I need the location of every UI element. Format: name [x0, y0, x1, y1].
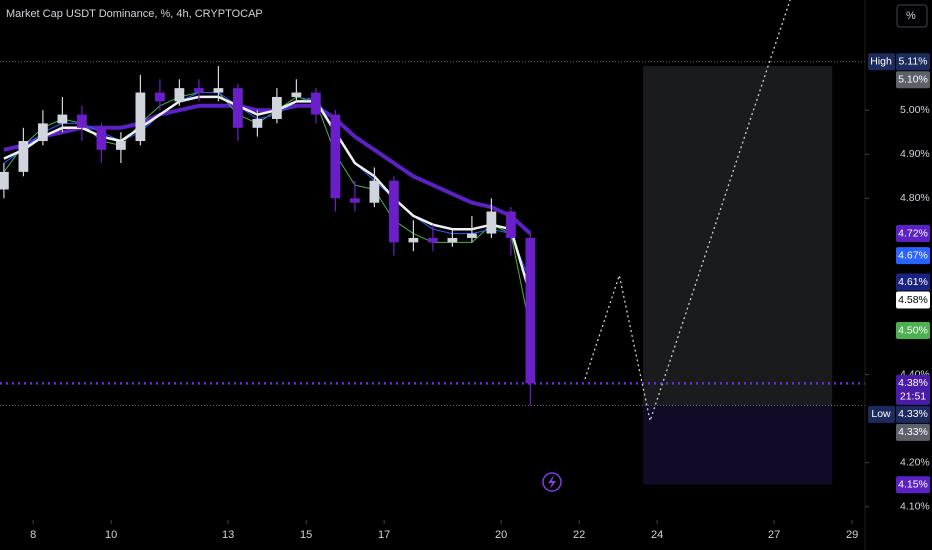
- price-badge-label: 4.58%: [898, 294, 928, 306]
- price-badge-label: 4.38%: [898, 377, 928, 389]
- price-badge-label: 4.33%: [898, 408, 928, 420]
- candle-body: [330, 114, 341, 199]
- candle-body: [57, 114, 68, 124]
- candle-body: [213, 88, 224, 93]
- price-badge: [896, 247, 930, 265]
- price-badge: [896, 374, 930, 405]
- x-tick-label: 15: [300, 529, 312, 541]
- candle-body: [447, 237, 458, 243]
- y-tick-label: 4.80%: [900, 192, 930, 204]
- x-tick-label: 13: [222, 529, 234, 541]
- price-badge: [896, 53, 930, 71]
- candle-body: [428, 237, 438, 243]
- y-tick-label: 4.90%: [900, 148, 930, 160]
- x-tick-label: 20: [495, 529, 507, 541]
- x-tick-label: 24: [651, 529, 663, 541]
- price-tag-label: Low: [871, 408, 891, 420]
- price-badge-label: 4.72%: [898, 227, 928, 239]
- price-tag-label: High: [870, 55, 892, 67]
- price-badge-label: 4.15%: [898, 479, 928, 491]
- price-tag: [868, 405, 895, 423]
- candle-body: [311, 92, 321, 115]
- price-badge: [896, 423, 930, 441]
- price-badge: [896, 476, 930, 494]
- x-tick-label: 8: [30, 529, 36, 541]
- candle-body: [18, 141, 29, 172]
- candle-body: [174, 88, 185, 102]
- scale-button-label[interactable]: %: [906, 10, 916, 22]
- price-badge-label: 4.61%: [898, 276, 928, 288]
- candle-body: [77, 114, 87, 128]
- price-tag: [868, 53, 895, 71]
- price-badge-label: 4.33%: [898, 426, 928, 438]
- price-badge: [896, 225, 930, 243]
- y-tick-label: 5.00%: [900, 104, 930, 116]
- candle-body: [135, 92, 146, 142]
- candle-body: [350, 198, 360, 203]
- candle-body: [408, 237, 419, 243]
- zone: [643, 405, 833, 485]
- candle-body: [155, 92, 165, 102]
- price-badge: [896, 273, 930, 291]
- price-badge: [896, 405, 930, 423]
- x-tick-label: 27: [768, 529, 780, 541]
- price-badge-label: 5.11%: [899, 55, 928, 67]
- x-tick-label: 29: [846, 529, 858, 541]
- candle-body: [272, 96, 282, 119]
- indicator-line: [3, 95, 532, 296]
- scale-button[interactable]: [896, 4, 928, 28]
- price-badge: [896, 71, 930, 89]
- candle-body: [525, 237, 536, 384]
- price-badge-label: 5.10%: [898, 73, 928, 85]
- x-tick-label: 17: [378, 529, 390, 541]
- candle-body: [38, 123, 48, 142]
- x-tick-label: 22: [573, 529, 585, 541]
- candle-body: [389, 180, 399, 243]
- candle-body: [291, 92, 302, 97]
- candle-body: [0, 171, 9, 190]
- price-badge-label: 4.50%: [898, 324, 928, 336]
- indicator-line: [3, 92, 531, 283]
- price-badge: [896, 291, 930, 309]
- plot-area: [0, 0, 865, 485]
- y-tick-label: 4.20%: [900, 456, 930, 468]
- candle-body: [506, 211, 516, 238]
- price-badge: [896, 322, 930, 340]
- replay-icon[interactable]: [542, 472, 562, 492]
- candle-body: [233, 88, 243, 128]
- chart-title: Market Cap USDT Dominance, %, 4h, CRYPTO…: [6, 8, 263, 20]
- zone: [643, 66, 833, 406]
- candle-body: [116, 141, 126, 150]
- candle-body: [467, 233, 477, 238]
- y-tick-label: 4.10%: [900, 501, 930, 513]
- candle-body: [369, 180, 380, 203]
- candle-body: [252, 118, 263, 128]
- price-badge-label: 4.67%: [898, 249, 928, 261]
- candle-body: [96, 127, 107, 150]
- x-tick-label: 10: [105, 529, 117, 541]
- candle-body: [486, 211, 497, 234]
- countdown: 21:51: [900, 391, 926, 403]
- candle-body: [194, 88, 204, 93]
